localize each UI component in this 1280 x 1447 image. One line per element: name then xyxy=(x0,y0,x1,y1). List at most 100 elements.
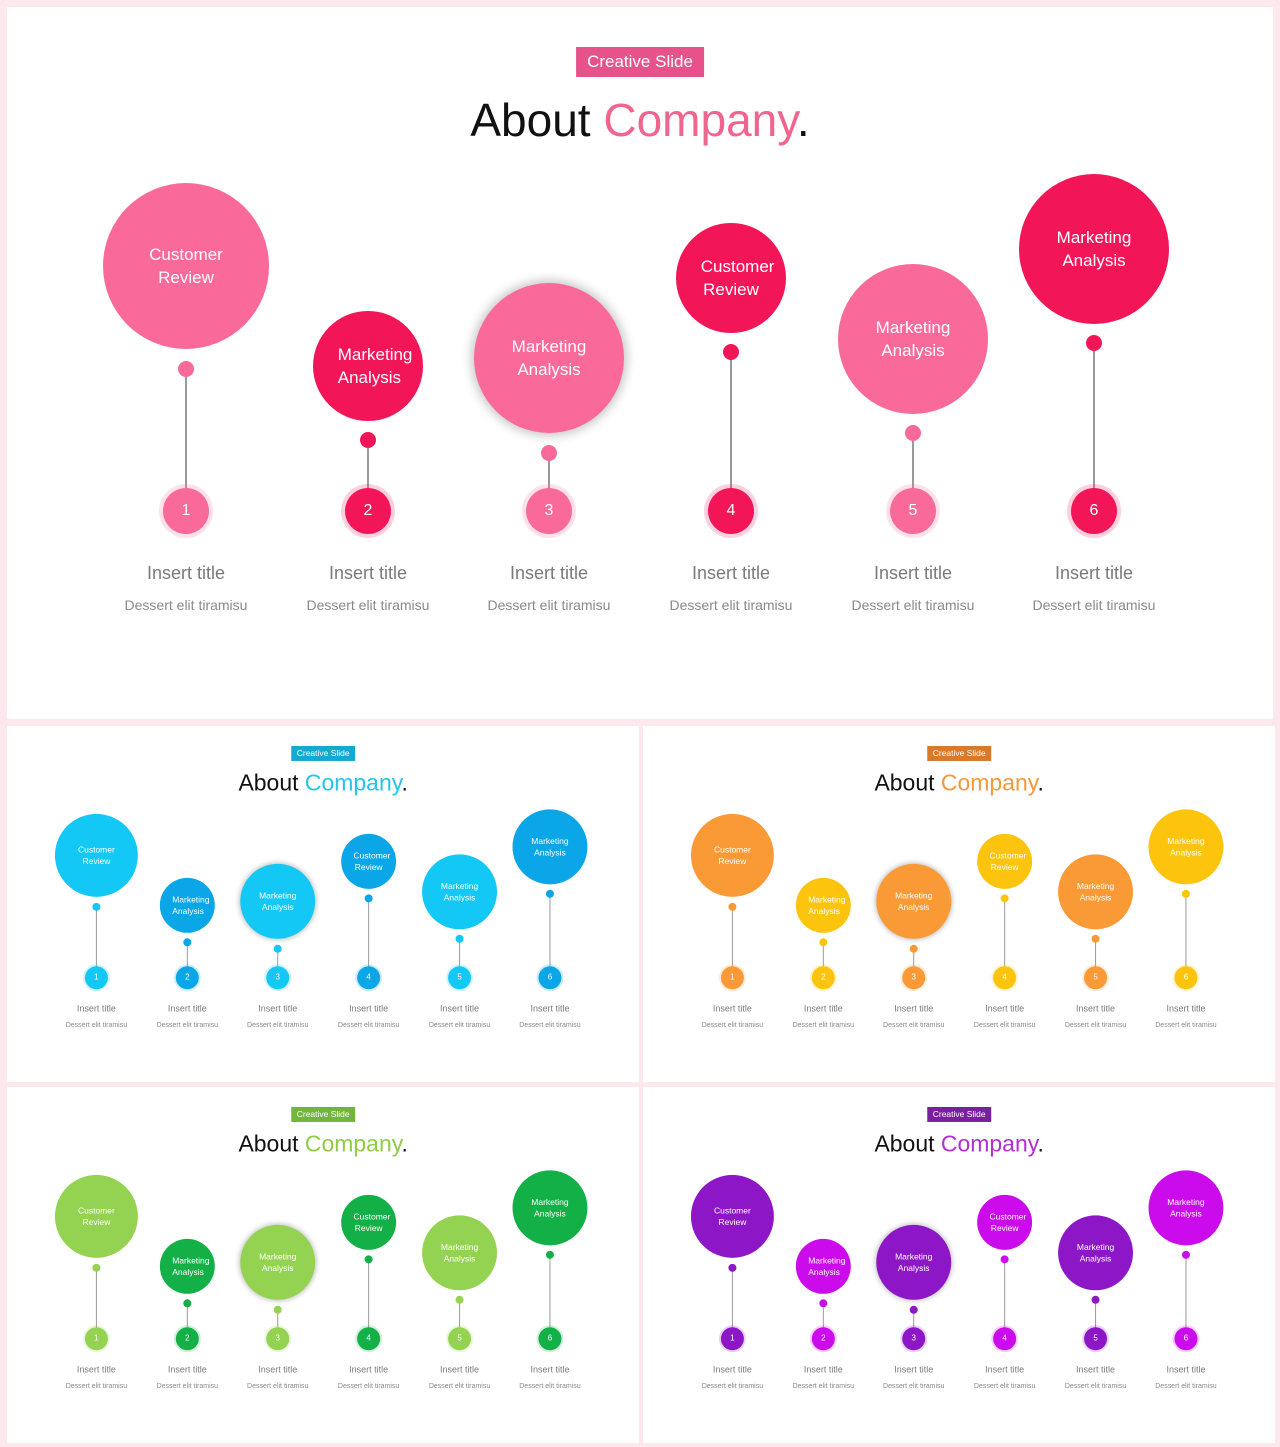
step-number: 5 xyxy=(890,488,936,534)
connector-dot xyxy=(455,1295,464,1304)
connector-line xyxy=(913,1309,915,1339)
connector-dot xyxy=(455,934,464,943)
topic-circle: Marketing Analysis xyxy=(838,264,988,414)
connector-line xyxy=(1004,898,1006,978)
item-title: Insert title xyxy=(76,1364,116,1375)
topic-circle: Marketing Analysis xyxy=(159,877,215,933)
title-main: About xyxy=(470,94,604,146)
page-title: About Company. xyxy=(643,1130,1275,1157)
topic-label: Customer Review xyxy=(353,850,391,872)
connector-dot xyxy=(819,938,828,947)
topic-label: Customer Review xyxy=(77,1205,115,1227)
step-number: 3 xyxy=(266,966,290,990)
step-number: 3 xyxy=(902,1327,926,1351)
item-title: Insert title xyxy=(712,1003,752,1014)
item-title: Insert title xyxy=(258,1364,298,1375)
step-number: 6 xyxy=(1174,966,1198,990)
topic-circle: Marketing Analysis xyxy=(1058,854,1134,930)
connector-dot xyxy=(545,889,554,898)
item-title: Insert title xyxy=(1054,563,1134,583)
topic-label: Marketing Analysis xyxy=(875,318,951,360)
item-description: Dessert elit tiramisu xyxy=(1155,1020,1217,1029)
connector-line xyxy=(277,1309,279,1339)
page-title: About Company. xyxy=(7,769,639,796)
topic-circle: Customer Review xyxy=(341,833,397,889)
item-description: Dessert elit tiramisu xyxy=(306,597,430,613)
connector-dot xyxy=(1000,894,1009,903)
slide-2: Creative Slide About Company. Customer Rev… xyxy=(7,726,639,1082)
connector-dot xyxy=(364,894,373,903)
step-number: 2 xyxy=(811,966,835,990)
connector-line xyxy=(1185,893,1187,978)
topic-circle: Marketing Analysis xyxy=(422,854,498,930)
connector-dot xyxy=(183,938,192,947)
title-main: About xyxy=(238,769,305,796)
connector-dot xyxy=(723,344,739,360)
step-number: 5 xyxy=(448,966,472,990)
topic-circle: Customer Review xyxy=(690,813,774,897)
topic-label: Marketing Analysis xyxy=(808,1255,846,1277)
topic-circle: Marketing Analysis xyxy=(795,1238,851,1294)
topic-label: Marketing Analysis xyxy=(895,1251,933,1273)
connector-line xyxy=(732,1267,733,1339)
item-description: Dessert elit tiramisu xyxy=(973,1020,1036,1029)
item-title: Insert title xyxy=(530,1003,570,1014)
title-main: About xyxy=(874,1130,941,1157)
connector-line xyxy=(367,440,369,511)
step-number: 1 xyxy=(84,1327,108,1351)
step-number: 4 xyxy=(357,1327,381,1351)
connector-line xyxy=(186,1303,188,1339)
slide-canvas: Creative Slide About Company. Customer Rev… xyxy=(643,726,1275,1082)
step-number: 4 xyxy=(993,966,1017,990)
title-end: . xyxy=(1037,1130,1044,1157)
item-description: Dessert elit tiramisu xyxy=(124,597,248,613)
item-title: Insert title xyxy=(167,1364,207,1375)
topic-label: Customer Review xyxy=(989,1211,1027,1233)
topic-label: Marketing Analysis xyxy=(172,894,210,916)
slide-canvas: Creative Slide About Company. Customer Rev… xyxy=(7,7,1273,719)
topic-circle: Customer Review xyxy=(103,183,269,349)
title-accent: Company xyxy=(940,769,1038,796)
step-number: 4 xyxy=(357,966,381,990)
item-description: Dessert elit tiramisu xyxy=(1064,1381,1127,1390)
connector-dot xyxy=(909,944,918,953)
item-title: Insert title xyxy=(328,563,408,583)
topic-circle: Marketing Analysis xyxy=(422,1215,498,1291)
topic-label: Marketing Analysis xyxy=(1076,881,1115,903)
topic-label: Marketing Analysis xyxy=(1167,836,1205,858)
item-description: Dessert elit tiramisu xyxy=(337,1020,400,1029)
item-title: Insert title xyxy=(258,1003,298,1014)
item-description: Dessert elit tiramisu xyxy=(851,597,975,613)
item-title: Insert title xyxy=(894,1364,934,1375)
step-number: 2 xyxy=(175,1327,199,1351)
connector-line xyxy=(459,1299,460,1339)
item-title: Insert title xyxy=(349,1364,389,1375)
item-description: Dessert elit tiramisu xyxy=(973,1381,1036,1390)
item-title: Insert title xyxy=(985,1003,1025,1014)
item-description: Dessert elit tiramisu xyxy=(1064,1020,1127,1029)
topic-circle: Customer Review xyxy=(690,1174,774,1258)
connector-dot xyxy=(360,432,376,448)
step-number: 3 xyxy=(902,966,926,990)
item-description: Dessert elit tiramisu xyxy=(701,1381,764,1390)
connector-line xyxy=(913,948,915,978)
item-description: Dessert elit tiramisu xyxy=(519,1020,581,1029)
item-title: Insert title xyxy=(985,1364,1025,1375)
topic-circle: Marketing Analysis xyxy=(876,863,952,939)
item-title: Insert title xyxy=(509,563,589,583)
item-description: Dessert elit tiramisu xyxy=(487,597,611,613)
topic-label: Marketing Analysis xyxy=(259,1251,297,1273)
item-title: Insert title xyxy=(1166,1003,1206,1014)
item-description: Dessert elit tiramisu xyxy=(428,1020,491,1029)
topic-circle: Customer Review xyxy=(676,223,786,333)
item-title: Insert title xyxy=(440,1003,480,1014)
step-number: 1 xyxy=(84,966,108,990)
topic-label: Marketing Analysis xyxy=(440,1242,479,1264)
topic-circle: Marketing Analysis xyxy=(1148,1170,1224,1246)
item-description: Dessert elit tiramisu xyxy=(337,1381,400,1390)
page-title: About Company. xyxy=(643,769,1275,796)
topic-label: Customer Review xyxy=(713,844,751,866)
item-title: Insert title xyxy=(1166,1364,1206,1375)
step-number: 1 xyxy=(720,966,744,990)
connector-dot xyxy=(728,902,737,911)
